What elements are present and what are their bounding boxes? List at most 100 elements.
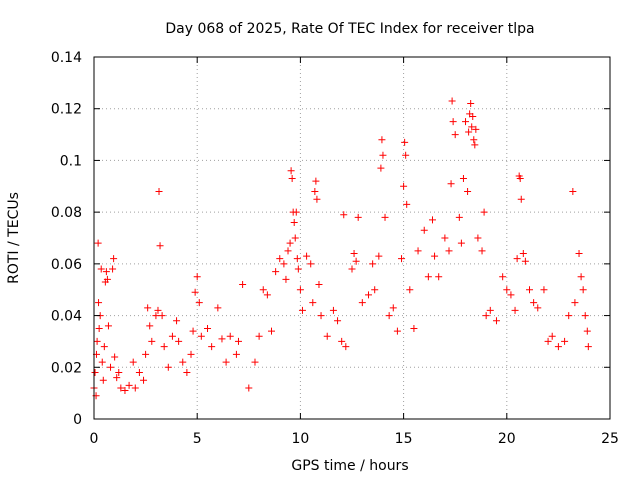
data-point (263, 291, 271, 299)
data-point (521, 257, 529, 265)
data-point (400, 182, 408, 190)
data-point (245, 384, 253, 392)
data-point (284, 247, 292, 255)
data-point (583, 327, 591, 335)
data-point (173, 317, 181, 325)
data-point (183, 368, 191, 376)
y-tick-label: 0.02 (51, 360, 82, 376)
data-point (471, 141, 479, 149)
data-point (111, 353, 119, 361)
y-tick-label: 0.14 (51, 50, 82, 66)
data-point (465, 128, 473, 136)
data-points (90, 97, 592, 400)
data-point (158, 312, 166, 320)
data-point (402, 151, 410, 159)
data-point (584, 343, 592, 351)
data-point (97, 265, 105, 273)
data-point (296, 286, 304, 294)
data-point (530, 299, 538, 307)
data-point (100, 343, 108, 351)
x-tick-label: 0 (90, 431, 99, 447)
data-point (464, 187, 472, 195)
data-point (290, 218, 298, 226)
data-point (554, 343, 562, 351)
data-point (315, 281, 323, 289)
data-point (581, 312, 589, 320)
data-point (385, 312, 393, 320)
data-point (292, 208, 300, 216)
data-point (342, 343, 350, 351)
data-point (540, 286, 548, 294)
data-point (435, 273, 443, 281)
y-tick-label: 0 (73, 412, 82, 428)
data-point (317, 312, 325, 320)
data-point (462, 118, 470, 126)
data-point (309, 299, 317, 307)
data-point (441, 234, 449, 242)
data-point (268, 327, 276, 335)
data-point (469, 112, 477, 120)
data-point (234, 337, 242, 345)
data-point (338, 337, 346, 345)
data-point (160, 343, 168, 351)
data-point (175, 337, 183, 345)
data-point (329, 306, 337, 314)
data-point (507, 291, 515, 299)
data-point (526, 286, 534, 294)
data-point (499, 273, 507, 281)
data-point (298, 306, 306, 314)
data-point (168, 332, 176, 340)
x-tick-label: 20 (498, 431, 516, 447)
data-point (365, 291, 373, 299)
data-point (403, 200, 411, 208)
data-point (517, 195, 525, 203)
data-point (579, 286, 587, 294)
data-point (95, 299, 103, 307)
data-point (352, 257, 360, 265)
data-point (544, 337, 552, 345)
data-point (472, 125, 480, 133)
data-point (569, 187, 577, 195)
data-point (371, 286, 379, 294)
data-point (350, 250, 358, 258)
data-point (294, 265, 302, 273)
data-point (91, 368, 99, 376)
data-point (503, 286, 511, 294)
data-point (191, 288, 199, 296)
data-point (155, 187, 163, 195)
data-point (286, 239, 294, 247)
data-point (117, 384, 125, 392)
data-point (548, 332, 556, 340)
data-point (561, 337, 569, 345)
data-point (303, 252, 311, 260)
data-point (482, 312, 490, 320)
data-point (102, 268, 110, 276)
data-point (282, 275, 290, 283)
data-point (565, 312, 573, 320)
data-point (534, 304, 542, 312)
data-point (131, 384, 139, 392)
data-point (575, 250, 583, 258)
data-point (401, 138, 409, 146)
data-point (519, 250, 527, 258)
y-axis-label: ROTI / TECUs (6, 192, 22, 284)
data-point (492, 317, 500, 325)
data-point (348, 265, 356, 273)
data-point (378, 136, 386, 144)
data-point (513, 255, 521, 263)
data-point (288, 175, 296, 183)
grid (94, 57, 610, 419)
data-point (125, 381, 133, 389)
data-point (193, 273, 201, 281)
data-point (144, 304, 152, 312)
data-point (323, 332, 331, 340)
axis-ticks (93, 56, 611, 420)
data-point (195, 299, 203, 307)
y-tick-label: 0.06 (51, 257, 82, 273)
data-point (121, 387, 129, 395)
data-point (156, 242, 164, 250)
data-point (293, 255, 301, 263)
data-point (571, 299, 579, 307)
data-point (486, 306, 494, 314)
data-point (369, 260, 377, 268)
